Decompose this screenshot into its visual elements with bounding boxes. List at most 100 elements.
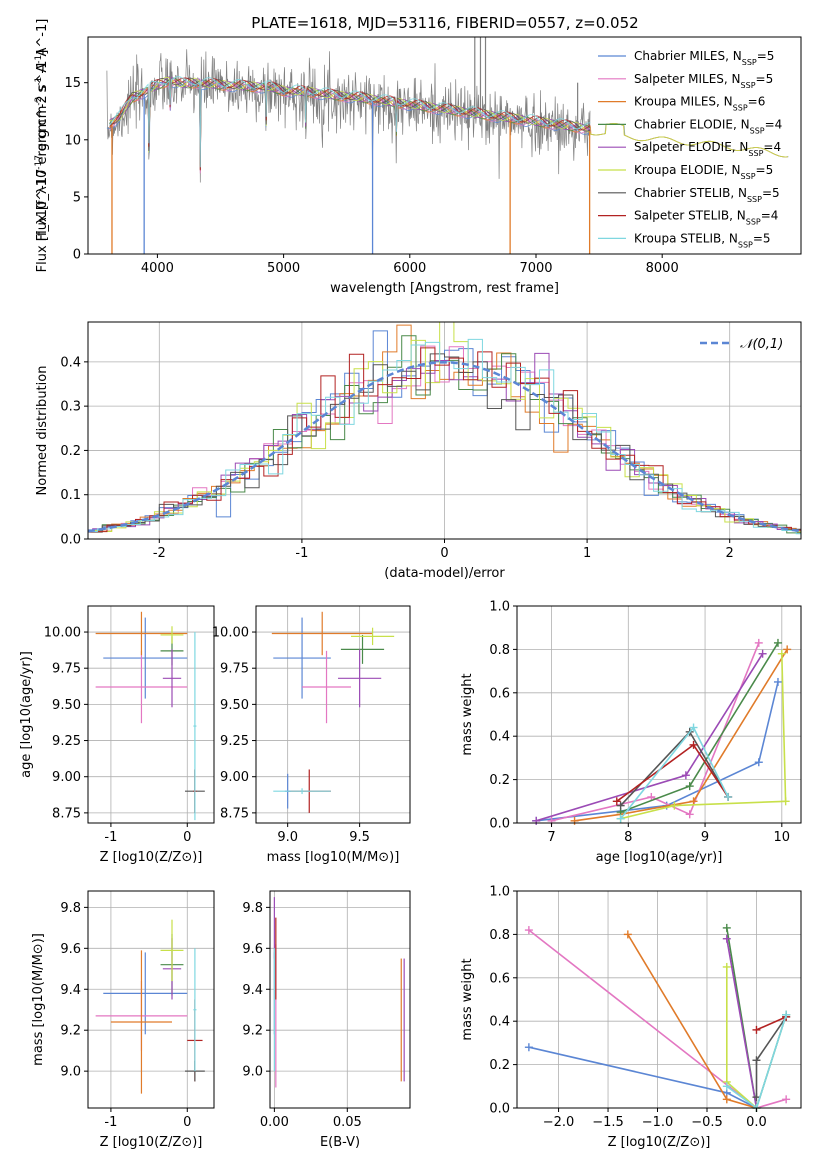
tick-label-y: 9.0 — [242, 1065, 263, 1080]
tick-label-y: 9.2 — [242, 1024, 263, 1039]
tick-label-y: 9.0 — [60, 1065, 81, 1080]
errorbar-point — [273, 617, 331, 699]
axis-label-y: mass weight — [460, 958, 475, 1040]
series-marker — [524, 1043, 533, 1052]
series-marker — [681, 771, 690, 780]
tick-label-y: 0.1 — [60, 488, 81, 503]
tick-label-y: 0.6 — [489, 686, 510, 701]
errorbar-point — [273, 788, 331, 795]
legend-residuals: 𝒩(0,1) — [700, 337, 783, 352]
series-marker — [783, 645, 792, 654]
axis-label-y: Flux [f_λ10^-17 erg cm^-2 s^-1 A^-1] — [35, 19, 50, 273]
series-marker — [689, 797, 698, 806]
figure-title: PLATE=1618, MJD=53116, FIBERID=0557, z=0… — [251, 14, 638, 32]
axes-frame — [516, 605, 802, 824]
tick-label-x: 0 — [183, 830, 191, 845]
series-marker — [532, 816, 541, 825]
tick-label-y: 0.0 — [489, 817, 510, 832]
tick-label-y: 9.75 — [52, 662, 81, 677]
errorbar-point — [160, 919, 184, 982]
tick-label-y: 0.8 — [489, 928, 510, 943]
tick-label-y: 9.50 — [52, 698, 81, 713]
tick-label-x: 1 — [583, 546, 591, 561]
errorbar-point — [350, 627, 395, 646]
legend-label: Kroupa STELIB, NSSP=5 — [634, 231, 771, 249]
errorbar-point — [340, 634, 385, 664]
legend-label: Salpeter MILES, NSSP=5 — [634, 72, 773, 90]
tick-label-x: 0 — [440, 546, 448, 561]
tick-label-y: 0.3 — [60, 400, 81, 415]
axes-frame — [87, 605, 215, 824]
series-marker — [612, 797, 621, 806]
tick-label-y: 8.75 — [220, 806, 249, 821]
tick-label-y: 9.6 — [242, 942, 263, 957]
legend-spectrum: Chabrier MILES, NSSP=5 Salpeter MILES, NS… — [598, 49, 782, 249]
tick-label-y: 9.00 — [220, 770, 249, 785]
legend-label: Chabrier ELODIE, NSSP=4 — [634, 117, 782, 135]
tick-label-x: 4000 — [141, 261, 174, 276]
tick-label-y: 0.4 — [60, 355, 81, 370]
series-marker — [623, 930, 632, 939]
tick-label-y: 9.8 — [60, 901, 81, 916]
tick-label-y: 0.4 — [489, 1015, 510, 1030]
series-marker — [724, 792, 733, 801]
series-marker — [722, 1082, 731, 1091]
tick-label-x: 9.5 — [349, 830, 370, 845]
tick-label-y: 0.2 — [60, 444, 81, 459]
residual-histogram — [88, 322, 801, 532]
legend-label: Chabrier STELIB, NSSP=5 — [634, 186, 780, 204]
model-spectrum-line — [109, 76, 591, 168]
axis-label-x: Z [log10(Z/Z⊙)] — [100, 1135, 203, 1150]
series-marker — [777, 649, 786, 658]
tick-label-y: 9.00 — [52, 770, 81, 785]
axis-label-x: (data-model)/error — [384, 566, 505, 581]
plot-area-age_vs_Z — [95, 611, 205, 821]
tick-label-x: 7000 — [519, 261, 552, 276]
legend-label: 𝒩(0,1) — [740, 337, 783, 352]
errorbar-point — [338, 649, 382, 708]
tick-label-y: 10.00 — [212, 626, 249, 641]
axes-mass_vs_Z: -1 0 9.0 9.2 9.4 9.6 9.8 Z [log10(Z/Z⊙)] mass [l… — [31, 890, 215, 1150]
series-line — [620, 642, 779, 813]
series-marker — [670, 801, 679, 810]
tick-label-x: 7 — [547, 830, 555, 845]
axis-label-y: age [log10(age/yr)] — [19, 651, 34, 778]
tick-label-x: -1 — [104, 1115, 117, 1130]
errorbar-point — [103, 952, 188, 1035]
tick-label-y: 9.75 — [220, 662, 249, 677]
axis-label-x: E(B-V) — [320, 1135, 360, 1150]
tick-label-y: 0.0 — [489, 1102, 510, 1117]
residual-histogram — [88, 353, 801, 534]
plot-area-mass_vs_Z — [95, 919, 205, 1094]
tick-label-x: 8 — [624, 830, 632, 845]
series-marker — [689, 723, 698, 732]
tick-label-x: −0.5 — [691, 1115, 723, 1130]
tick-label-y: 0.2 — [489, 773, 510, 788]
legend-label: Kroupa MILES, NSSP=6 — [634, 95, 765, 113]
axes-residuals: -2 -1 0 1 2 0.0 0.1 0.2 0.3 0.4 (data-model)/error… — [35, 321, 802, 581]
axis-label-x: Z [log10(Z/Z⊙)] — [100, 850, 203, 865]
plot-area-mass_vs_ebv — [273, 897, 405, 1088]
series-marker — [524, 926, 533, 935]
axis-label-y: Flux [f_λ10-17 erg cm-2 s-1 A-1] — [34, 50, 50, 242]
tick-label-x: 8000 — [646, 261, 679, 276]
plot-area-weight_vs_age — [532, 638, 792, 825]
residual-histogram — [88, 345, 801, 532]
tick-label-x: 5000 — [267, 261, 300, 276]
tick-label-y: 9.2 — [60, 1024, 81, 1039]
tick-label-x: −2.0 — [543, 1115, 575, 1130]
tick-label-y: 0.2 — [489, 1058, 510, 1073]
tick-label-x: 0.00 — [260, 1115, 289, 1130]
axes-frame — [255, 605, 411, 824]
errorbar-point — [193, 948, 197, 1072]
series-marker — [722, 923, 731, 932]
tick-label-y: 1.0 — [489, 885, 510, 900]
series-marker — [722, 1095, 731, 1104]
axes-age_vs_Z: -1 0 8.75 9.00 9.25 9.50 9.75 10.00 Z [log10(Z/Z… — [19, 605, 215, 865]
tick-label-y: 9.6 — [60, 942, 81, 957]
tick-label-y: 9.4 — [242, 983, 263, 998]
series-marker — [685, 810, 694, 819]
tick-label-y: 9.25 — [220, 734, 249, 749]
tick-label-y: 0 — [73, 248, 81, 263]
tick-label-x: 9 — [701, 830, 709, 845]
